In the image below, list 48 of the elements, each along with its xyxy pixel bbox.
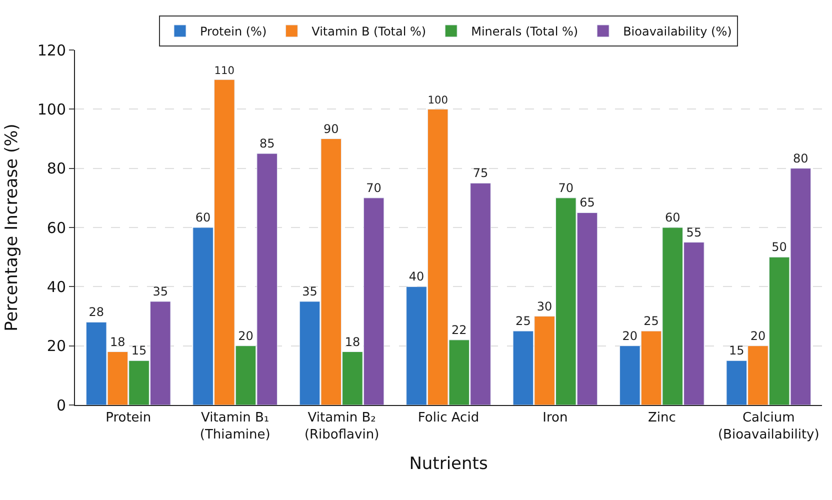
legend-label: Minerals (Total %) xyxy=(471,24,578,39)
data-label: 75 xyxy=(472,166,488,180)
x-tick-label: Iron xyxy=(542,410,568,426)
data-label: 90 xyxy=(323,122,339,136)
data-label: 100 xyxy=(428,94,448,107)
data-label: 70 xyxy=(366,180,382,195)
y-tick-label: 100 xyxy=(37,100,66,118)
data-label: 20 xyxy=(622,328,638,343)
y-axis-title: Percentage Increase (%) xyxy=(2,124,22,332)
data-label: 35 xyxy=(302,284,318,298)
data-label: 110 xyxy=(214,64,235,77)
y-tick-label: 80 xyxy=(46,160,66,178)
data-label: 18 xyxy=(344,334,360,349)
data-label: 28 xyxy=(88,305,104,320)
data-label: 20 xyxy=(238,328,254,343)
legend-label: Protein (%) xyxy=(200,24,267,39)
data-label: 60 xyxy=(195,210,211,224)
x-tick-label: Zinc xyxy=(648,410,676,426)
x-tick-label: Vitamin B₂ (Riboflavin) xyxy=(304,410,380,442)
data-label: 25 xyxy=(516,314,531,328)
data-label: 55 xyxy=(686,225,702,240)
data-label: 15 xyxy=(131,344,147,358)
legend-label: Vitamin B (Total %) xyxy=(312,24,426,39)
data-label: 20 xyxy=(750,328,766,343)
x-tick-label: Protein xyxy=(106,410,152,426)
data-label: 40 xyxy=(408,270,424,284)
data-label: 65 xyxy=(580,196,595,210)
data-label: 35 xyxy=(152,284,168,298)
data-label: 50 xyxy=(772,240,787,254)
y-tick-label: 20 xyxy=(46,337,66,356)
y-tick-label: 60 xyxy=(46,218,66,237)
y-tick-label: 40 xyxy=(46,278,66,296)
data-label: 70 xyxy=(558,180,574,195)
x-axis-title: Nutrients xyxy=(409,454,488,474)
legend-label: Bioavailability (%) xyxy=(623,24,732,39)
x-tick-label: Folic Acid xyxy=(418,410,480,426)
data-label: 60 xyxy=(664,210,680,224)
data-label: 80 xyxy=(793,151,808,166)
data-label: 30 xyxy=(536,299,552,314)
y-tick-label: 0 xyxy=(56,396,66,414)
data-label: 25 xyxy=(644,314,659,328)
y-tick-label: 120 xyxy=(37,41,66,60)
data-label: 22 xyxy=(452,322,467,337)
x-tick-label: Vitamin B₁ (Thiamine) xyxy=(200,410,270,442)
x-tick-label: Calcium (Bioavailability) xyxy=(718,410,820,442)
data-label: 18 xyxy=(110,334,126,349)
data-label: 85 xyxy=(259,136,275,151)
data-label: 15 xyxy=(728,344,744,358)
